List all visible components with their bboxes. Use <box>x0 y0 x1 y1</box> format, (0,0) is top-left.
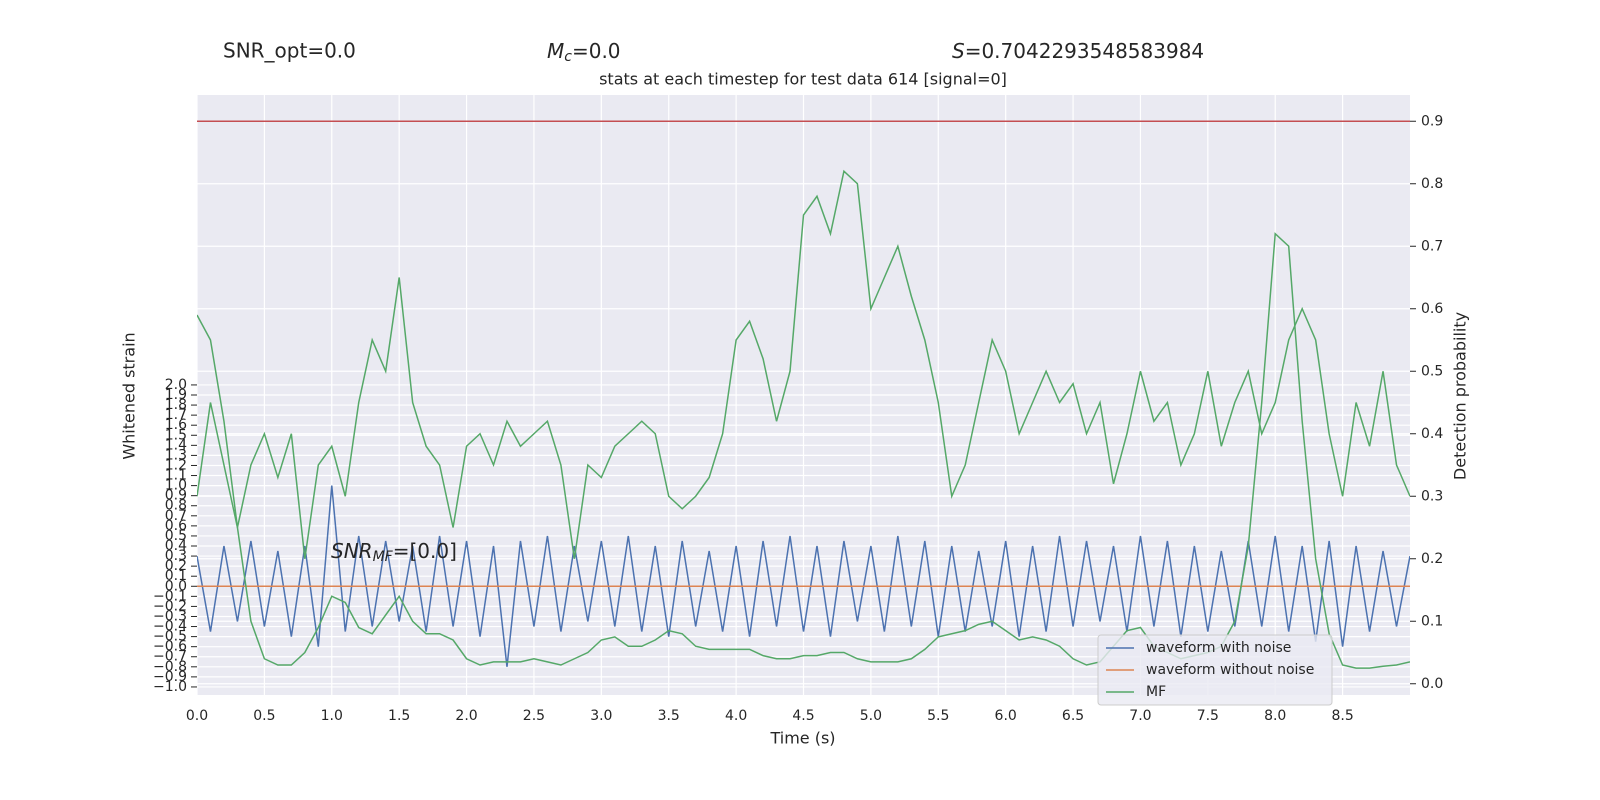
x-tick-label: 1.5 <box>388 708 410 724</box>
mc-symbol: M <box>547 39 564 63</box>
x-tick-label: 1.0 <box>321 708 343 724</box>
s-label: S=0.7042293548583984 <box>952 39 1204 63</box>
x-tick-label: 6.0 <box>995 708 1017 724</box>
y-tick-label: 1.4 <box>165 437 187 453</box>
y-tick-label: −0.1 <box>153 588 187 604</box>
y-tick-label: −0.7 <box>153 649 187 665</box>
ticks: 0.0 0.5 1.0 1.5 2.0 2.5 3.0 3.5 4.0 4.5 5.0 5.5 6.0 6… <box>153 113 1443 724</box>
y-tick-label: 1.5 <box>165 427 187 443</box>
y-tick-label: 1.2 <box>165 457 187 473</box>
x-axis-label: Time (s) <box>769 729 835 748</box>
x-tick-label: 0.0 <box>186 708 208 724</box>
x-tick-label: 6.5 <box>1062 708 1084 724</box>
annotation-symbol: SNR <box>331 539 373 563</box>
x-tick-label: 4.5 <box>792 708 814 724</box>
x-tick-label: 0.5 <box>253 708 275 724</box>
y-tick-label: 0.7 <box>165 508 187 524</box>
snr-opt: SNR_opt=0.0 <box>223 39 356 63</box>
annotation: SNRMF=[0.0] <box>331 539 457 566</box>
series-line <box>197 485 1410 667</box>
y-axis-label: Whitened strain <box>120 332 139 459</box>
legend-box <box>1097 634 1333 706</box>
chart-title: stats at each timestep for test data 614… <box>599 70 1007 89</box>
s-rest: =0.7042293548583984 <box>965 39 1204 63</box>
y2-tick-label: 0.6 <box>1421 301 1443 317</box>
y-tick-label: 1.8 <box>165 397 187 413</box>
y2-axis-label: Detection probability <box>1451 312 1470 480</box>
y-tick-label: −0.6 <box>153 639 187 655</box>
y-tick-label: −0.2 <box>153 598 187 614</box>
y-tick-label: 1.1 <box>165 468 187 484</box>
y2-tick-label: 0.2 <box>1421 551 1443 567</box>
y-tick-label: 0.8 <box>165 498 187 514</box>
y-tick-label: 1.0 <box>165 478 187 494</box>
x-tick-label: 7.0 <box>1129 708 1151 724</box>
x-tick-label: 3.0 <box>590 708 612 724</box>
y-tick-label: 1.9 <box>165 387 187 403</box>
y2-tick-label: 0.3 <box>1421 488 1443 504</box>
mc-sub: c <box>564 49 572 65</box>
y-tick-label: −0.9 <box>153 669 187 685</box>
y-tick-label: 2.0 <box>165 377 187 393</box>
y-tick-label: 0.3 <box>165 548 187 564</box>
y2-tick-label: 0.5 <box>1421 363 1443 379</box>
s-symbol: S <box>952 39 965 63</box>
annotation-sub: MF <box>373 549 394 565</box>
y2-tick-label: 0.4 <box>1421 426 1443 442</box>
y-tick-label: −0.8 <box>153 659 187 675</box>
x-tick-label: 2.0 <box>455 708 477 724</box>
series-line <box>197 169 1410 559</box>
x-tick-label: 5.0 <box>860 708 882 724</box>
y-tick-label: 0.6 <box>165 518 187 534</box>
legend-label: waveform without noise <box>1146 662 1314 678</box>
y-tick-label: 1.3 <box>165 447 187 463</box>
y2-tick-label: 0.1 <box>1421 613 1443 629</box>
y-tick-label: 0.2 <box>165 558 187 574</box>
y2-tick-label: 0.7 <box>1421 238 1443 254</box>
y-tick-label: −0.4 <box>153 619 187 635</box>
lines <box>197 120 1410 669</box>
legend-label: waveform with noise <box>1146 640 1291 656</box>
x-tick-label: 2.5 <box>523 708 545 724</box>
x-tick-label: 7.5 <box>1197 708 1219 724</box>
x-tick-label: 5.5 <box>927 708 949 724</box>
legend: waveform with noise waveform without nois… <box>1097 634 1333 706</box>
y2-tick-label: 0.0 <box>1421 676 1443 692</box>
y-tick-label: 0.4 <box>165 538 187 554</box>
x-tick-label: 3.5 <box>658 708 680 724</box>
x-tick-label: 4.0 <box>725 708 747 724</box>
annotation-rest: =[0.0] <box>393 539 457 563</box>
legend-label: MF <box>1146 684 1166 700</box>
y-tick-label: 1.6 <box>165 417 187 433</box>
y-tick-label: −0.5 <box>153 629 187 645</box>
y2-tick-label: 0.8 <box>1421 176 1443 192</box>
y-tick-label: 0.1 <box>165 568 187 584</box>
mc-rest: =0.0 <box>572 39 621 63</box>
mc-label: Mc=0.0 <box>547 39 621 66</box>
y2-tick-label: 0.9 <box>1421 113 1443 129</box>
y-tick-label: 0.5 <box>165 528 187 544</box>
x-tick-label: 8.0 <box>1264 708 1286 724</box>
y-tick-label: −1.0 <box>153 679 187 695</box>
y-tick-label: 1.7 <box>165 407 187 423</box>
y-tick-label: 0.0 <box>165 578 187 594</box>
x-tick-label: 8.5 <box>1331 708 1353 724</box>
y-tick-label: −0.3 <box>153 608 187 624</box>
y-tick-label: 0.9 <box>165 488 187 504</box>
